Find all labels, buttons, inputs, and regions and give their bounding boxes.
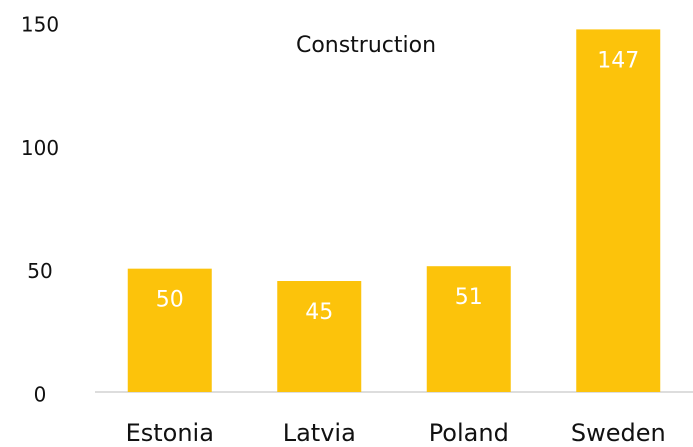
- chart-title: Construction: [296, 33, 436, 58]
- y-tick-label: 150: [21, 13, 59, 37]
- y-tick-label: 50: [27, 259, 52, 283]
- x-tick-label: Poland: [429, 419, 509, 447]
- bar: [426, 266, 511, 392]
- bar: [576, 29, 661, 393]
- data-label: 45: [305, 300, 333, 325]
- data-label: 147: [597, 48, 639, 73]
- y-tick-label: 100: [21, 136, 59, 160]
- x-tick-label: Sweden: [571, 419, 666, 447]
- x-tick-label: Estonia: [126, 419, 214, 447]
- data-label: 51: [455, 285, 483, 310]
- bar: [127, 268, 212, 392]
- data-label: 50: [156, 288, 184, 313]
- bar: [277, 281, 362, 392]
- x-tick-label: Latvia: [283, 419, 356, 447]
- y-tick-label: 0: [34, 383, 47, 407]
